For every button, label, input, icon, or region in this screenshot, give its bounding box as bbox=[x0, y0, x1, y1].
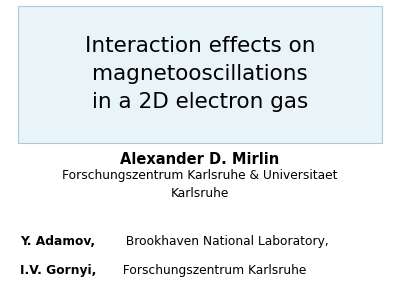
Text: Interaction effects on
magnetooscillations
in a 2D electron gas: Interaction effects on magnetooscillatio… bbox=[85, 36, 315, 112]
Text: Forschungszentrum Karlsruhe: Forschungszentrum Karlsruhe bbox=[115, 264, 306, 277]
Text: Alexander D. Mirlin: Alexander D. Mirlin bbox=[120, 152, 280, 166]
Text: Brookhaven National Laboratory,: Brookhaven National Laboratory, bbox=[118, 235, 329, 248]
Text: I.V. Gornyi,: I.V. Gornyi, bbox=[20, 264, 96, 277]
FancyBboxPatch shape bbox=[18, 6, 382, 142]
Text: Forschungszentrum Karlsruhe & Universitaet
Karlsruhe: Forschungszentrum Karlsruhe & Universita… bbox=[62, 169, 338, 200]
Text: Y. Adamov,: Y. Adamov, bbox=[20, 235, 95, 248]
